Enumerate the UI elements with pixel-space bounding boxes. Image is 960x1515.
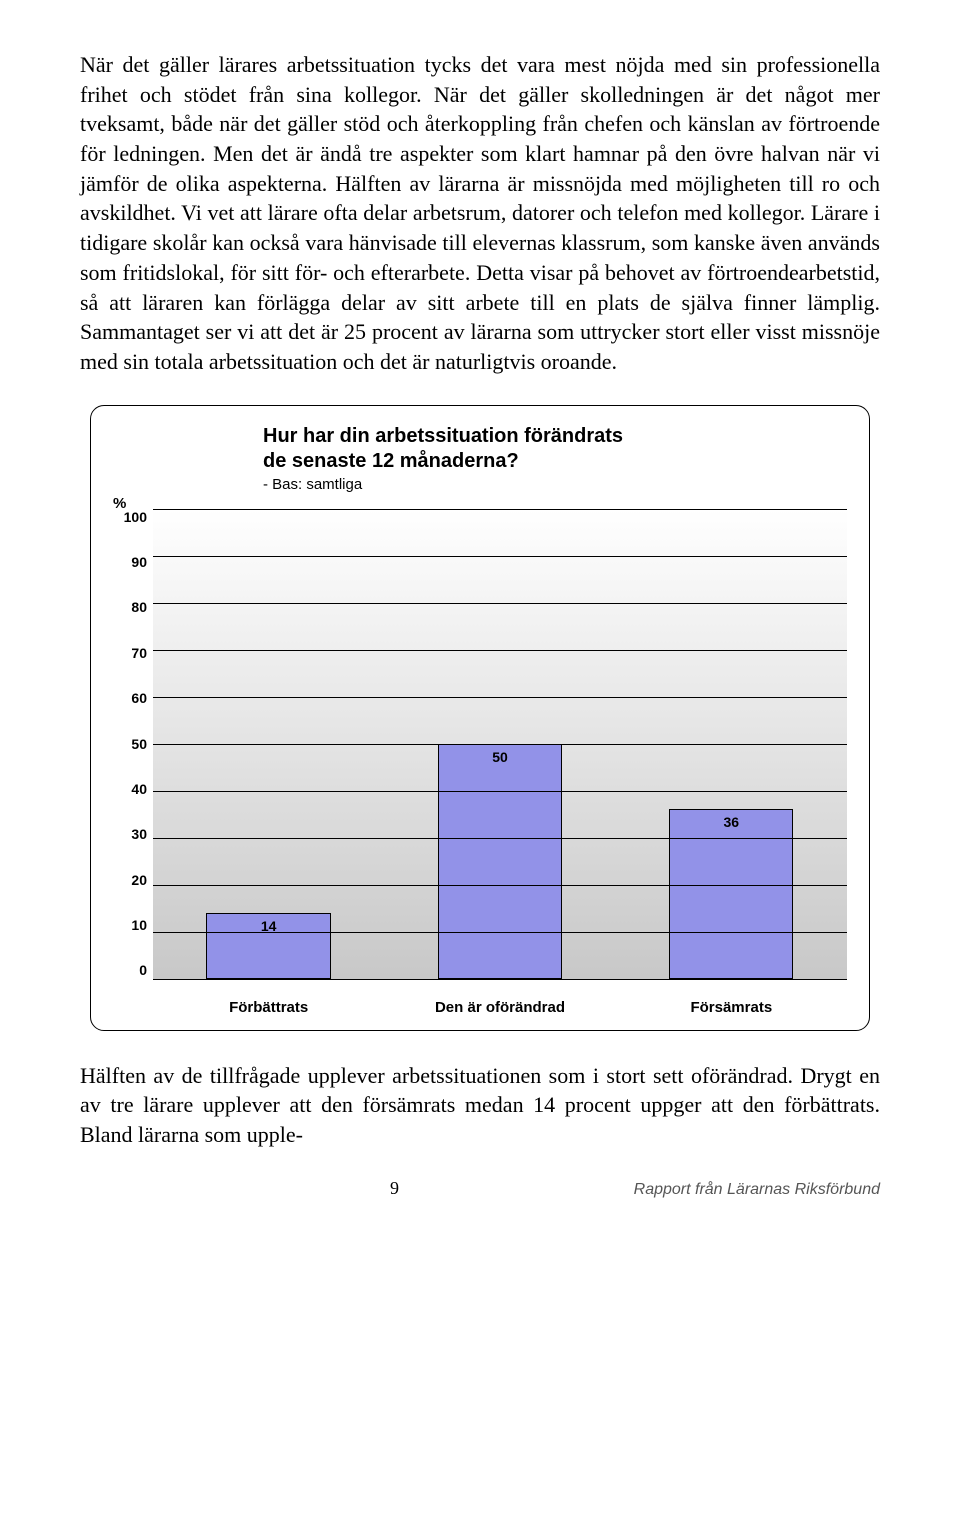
y-tick: 60 (131, 690, 147, 706)
grid-line (153, 697, 847, 698)
chart-area: % 1009080706050403020100 145036 (113, 499, 847, 979)
chart-title-line2: de senaste 12 månaderna? (263, 449, 847, 474)
y-tick: 20 (131, 872, 147, 888)
grid-line (153, 650, 847, 651)
body-paragraph-2: Hälften av de tillfrågade upplever arbet… (80, 1061, 880, 1150)
y-axis-unit: % (113, 495, 126, 512)
chart-frame: Hur har din arbetssituation förändrats d… (90, 405, 870, 1031)
chart-title-block: Hur har din arbetssituation förändrats d… (263, 424, 847, 493)
bar-value-label: 36 (670, 814, 792, 830)
grid-line (153, 556, 847, 557)
bar: 14 (206, 913, 330, 979)
bar: 36 (669, 809, 793, 978)
grid-line (153, 979, 847, 980)
y-tick: 70 (131, 645, 147, 661)
y-tick: 0 (139, 962, 147, 978)
y-tick: 80 (131, 599, 147, 615)
bar: 50 (438, 744, 562, 979)
grid-line (153, 932, 847, 933)
page-footer: 9 Rapport från Lärarnas Riksförbund (80, 1178, 880, 1199)
y-tick: 40 (131, 781, 147, 797)
x-tick-label: Förbättrats (172, 999, 366, 1016)
x-tick-label: Försämrats (634, 999, 828, 1016)
chart-subtitle: - Bas: samtliga (263, 476, 847, 493)
y-tick: 10 (131, 917, 147, 933)
bar-value-label: 50 (439, 749, 561, 765)
footer-source: Rapport från Lärarnas Riksförbund (634, 1181, 880, 1199)
y-tick: 30 (131, 826, 147, 842)
grid-line (153, 838, 847, 839)
grid-line (153, 603, 847, 604)
plot-region: 14 50 36 (153, 509, 847, 979)
y-tick: 50 (131, 736, 147, 752)
y-tick: 90 (131, 554, 147, 570)
x-tick-label: Den är oförändrad (403, 999, 597, 1016)
y-axis: 1009080706050403020100 (113, 499, 153, 979)
grid-line (153, 744, 847, 745)
grid-line (153, 885, 847, 886)
page-number: 9 (390, 1178, 399, 1199)
y-tick: 100 (124, 509, 147, 525)
grid-line (153, 509, 847, 510)
grid-line (153, 791, 847, 792)
chart-title-line1: Hur har din arbetssituation förändrats (263, 424, 847, 449)
x-axis-labels: Förbättrats Den är oförändrad Försämrats (153, 999, 847, 1016)
body-paragraph-1: När det gäller lärares arbetssituation t… (80, 50, 880, 377)
